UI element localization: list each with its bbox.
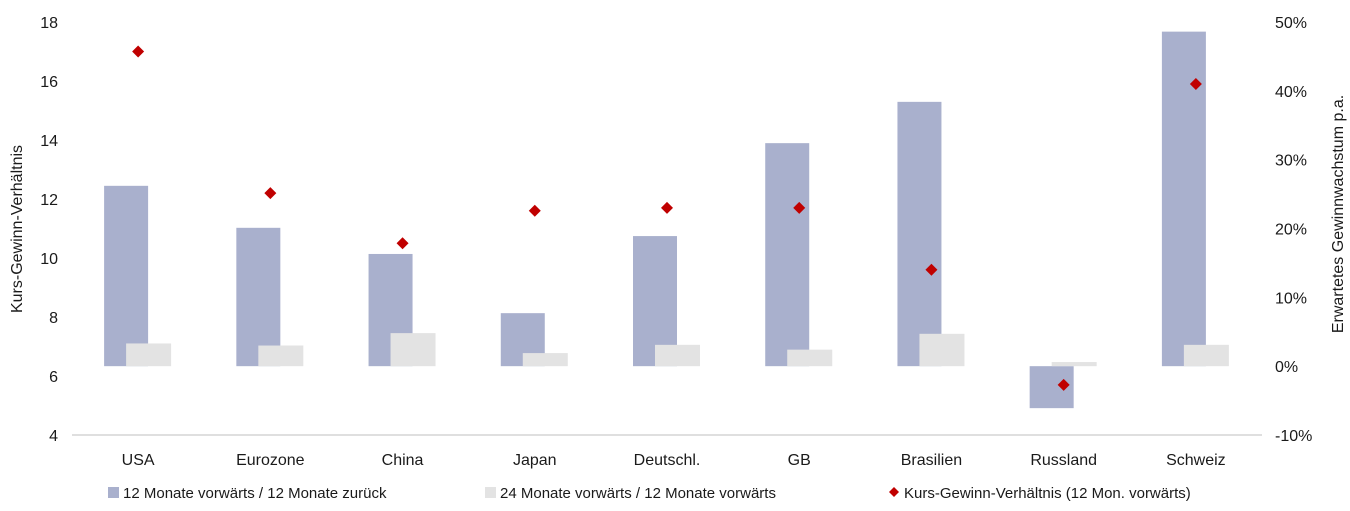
bar-24m-vs-12m	[258, 345, 304, 367]
pe-diamond-marker	[396, 237, 409, 250]
bar-24m-vs-12m	[1183, 344, 1229, 367]
bar-24m-vs-12m	[919, 333, 965, 367]
x-tick-label: Brasilien	[901, 452, 962, 469]
pe-diamond-marker	[132, 45, 145, 58]
bar-24m-vs-12m	[655, 344, 700, 367]
left-tick-label: 8	[49, 310, 58, 327]
pe-diamond-marker	[793, 201, 806, 214]
right-tick-label: 20%	[1275, 222, 1307, 239]
right-tick-label: 40%	[1275, 84, 1307, 101]
legend: 12 Monate vorwärts / 12 Monate zurück 24 …	[108, 485, 1191, 502]
x-tick-label: USA	[122, 452, 155, 469]
pe-diamond-marker	[264, 187, 277, 200]
right-tick-label: 50%	[1275, 15, 1307, 32]
right-axis-title: Erwartetes Gewinnwachstum p.a.	[1330, 95, 1347, 333]
right-tick-label: 30%	[1275, 153, 1307, 170]
bars-layer	[104, 31, 1229, 409]
left-tick-label: 10	[40, 251, 58, 268]
pe-diamond-marker	[528, 204, 541, 217]
markers-layer	[132, 45, 1202, 391]
legend-swatch-diamond	[889, 487, 899, 497]
x-tick-label: GB	[788, 452, 811, 469]
legend-swatch	[485, 487, 496, 498]
left-tick-label: 12	[40, 192, 58, 209]
x-tick-label: Japan	[513, 452, 557, 469]
pe-diamond-marker	[925, 263, 938, 276]
x-axis-ticks: USA Eurozone China Japan Deutschl. GB Brasilie…	[122, 452, 1226, 469]
left-tick-label: 14	[40, 133, 58, 150]
left-axis-ticks: 4 6 8 10 12 14 16 18	[40, 15, 58, 445]
x-tick-label: China	[382, 452, 424, 469]
left-axis-title: Kurs-Gewinn-Verhältnis	[9, 145, 26, 313]
bar-24m-vs-12m	[522, 353, 568, 367]
bar-24m-vs-12m	[787, 349, 833, 367]
x-tick-label: Deutschl.	[634, 452, 701, 469]
bar-forward-vs-trailing	[1161, 31, 1206, 367]
right-tick-label: 10%	[1275, 290, 1307, 307]
left-tick-label: 18	[40, 15, 58, 32]
bar-forward-vs-trailing	[633, 236, 677, 367]
right-tick-label: 0%	[1275, 359, 1298, 376]
legend-label: 12 Monate vorwärts / 12 Monate zurück	[123, 485, 387, 502]
bar-forward-vs-trailing	[897, 101, 942, 367]
x-tick-label: Schweiz	[1166, 452, 1226, 469]
x-tick-label: Russland	[1030, 452, 1097, 469]
x-tick-label: Eurozone	[236, 452, 305, 469]
pe-diamond-marker	[661, 201, 673, 214]
right-axis-ticks: -10% 0% 10% 20% 30% 40% 50%	[1275, 15, 1312, 445]
left-tick-label: 4	[49, 428, 58, 445]
bar-forward-vs-trailing	[236, 227, 281, 367]
bar-24m-vs-12m	[390, 333, 436, 367]
right-tick-label: -10%	[1275, 428, 1312, 445]
bar-forward-vs-trailing	[765, 143, 810, 367]
bar-24m-vs-12m	[1051, 362, 1097, 367]
left-tick-label: 16	[40, 74, 58, 91]
bar-24m-vs-12m	[126, 343, 172, 367]
bar-forward-vs-trailing	[104, 185, 149, 367]
pe-diamond-marker	[1057, 378, 1070, 391]
legend-swatch	[108, 487, 119, 498]
left-tick-label: 6	[49, 369, 58, 386]
legend-label: 24 Monate vorwärts / 12 Monate vorwärts	[500, 485, 776, 502]
pe-diamond-marker	[1189, 77, 1202, 90]
legend-label: Kurs-Gewinn-Verhältnis (12 Mon. vorwärts…	[904, 485, 1191, 502]
